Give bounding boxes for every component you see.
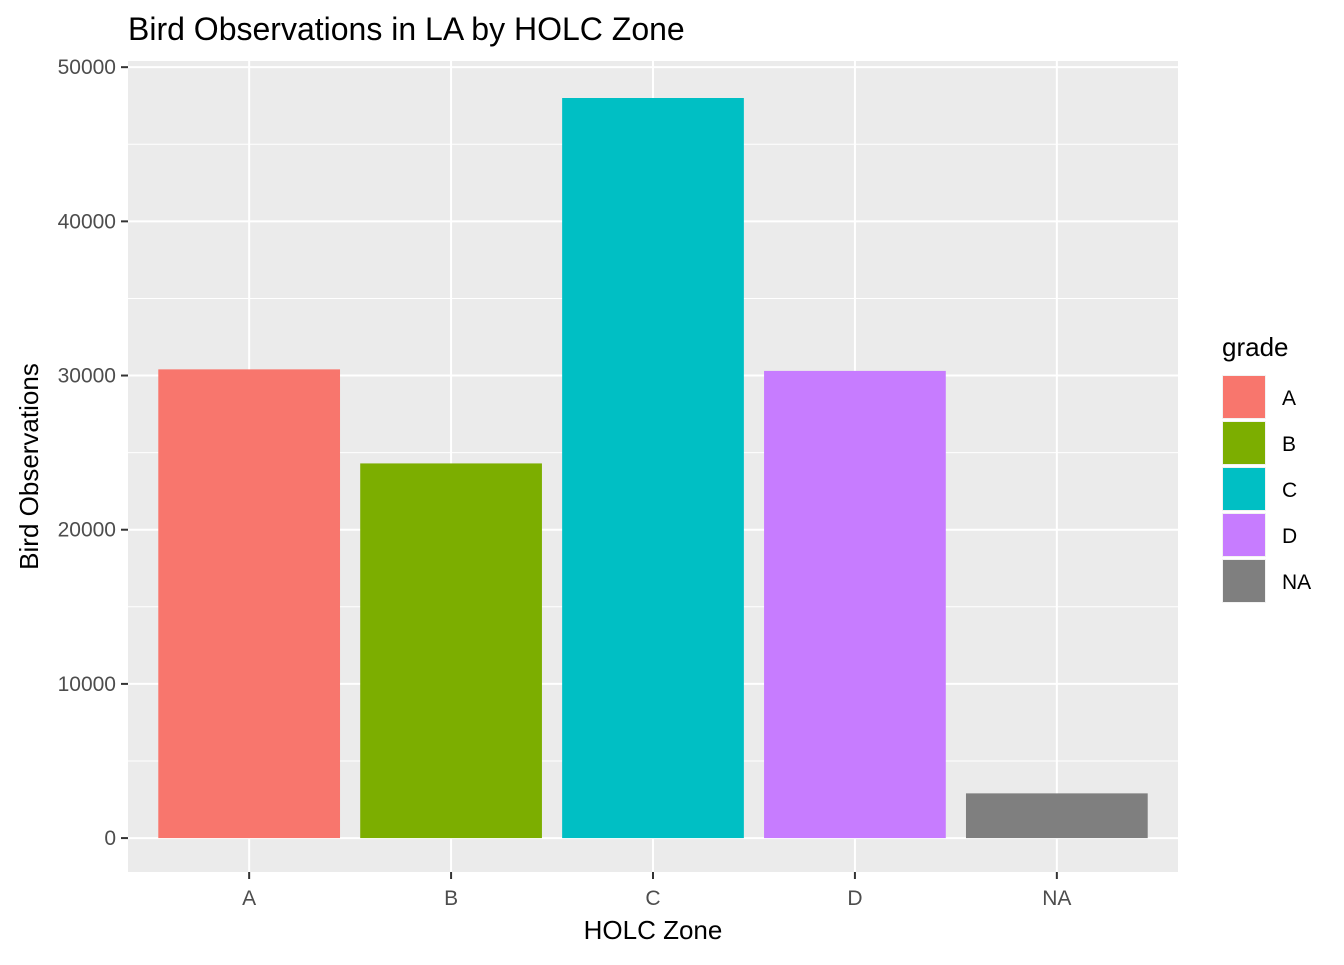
y-axis-title: Bird Observations [14,363,44,570]
x-tick-label: C [645,887,660,910]
legend-swatch-na [1223,560,1265,602]
legend-label-d: D [1282,525,1297,548]
x-axis: A B C D NA [242,872,1071,910]
bars [158,98,1148,839]
x-tick-label: A [242,887,256,910]
bar-d [764,370,946,839]
legend-swatch-c [1223,468,1265,510]
bar-c [562,98,744,839]
legend-label-a: A [1282,387,1296,410]
bar-b [360,463,542,839]
y-tick-label: 50000 [58,56,116,79]
x-tick-label: D [847,887,862,910]
y-tick-label: 30000 [58,365,116,388]
x-tick-label: NA [1042,887,1071,910]
legend-swatch-b [1223,422,1265,464]
y-tick-label: 20000 [58,519,116,542]
bar-a [158,369,341,839]
x-tick-label: B [444,887,458,910]
legend-label-b: B [1282,433,1296,456]
chart-title: Bird Observations in LA by HOLC Zone [128,11,685,47]
legend-swatch-d [1223,514,1265,556]
y-axis: 0 10000 20000 30000 40000 50000 [58,56,128,850]
legend-label-c: C [1282,479,1297,502]
y-tick-label: 0 [104,827,116,850]
legend-swatch-a [1223,376,1265,418]
y-tick-label: 10000 [58,673,116,696]
legend-title: grade [1222,332,1289,362]
x-axis-title: HOLC Zone [584,915,723,945]
legend-label-na: NA [1282,571,1311,594]
y-tick-label: 40000 [58,210,116,233]
bar-na [965,793,1148,839]
